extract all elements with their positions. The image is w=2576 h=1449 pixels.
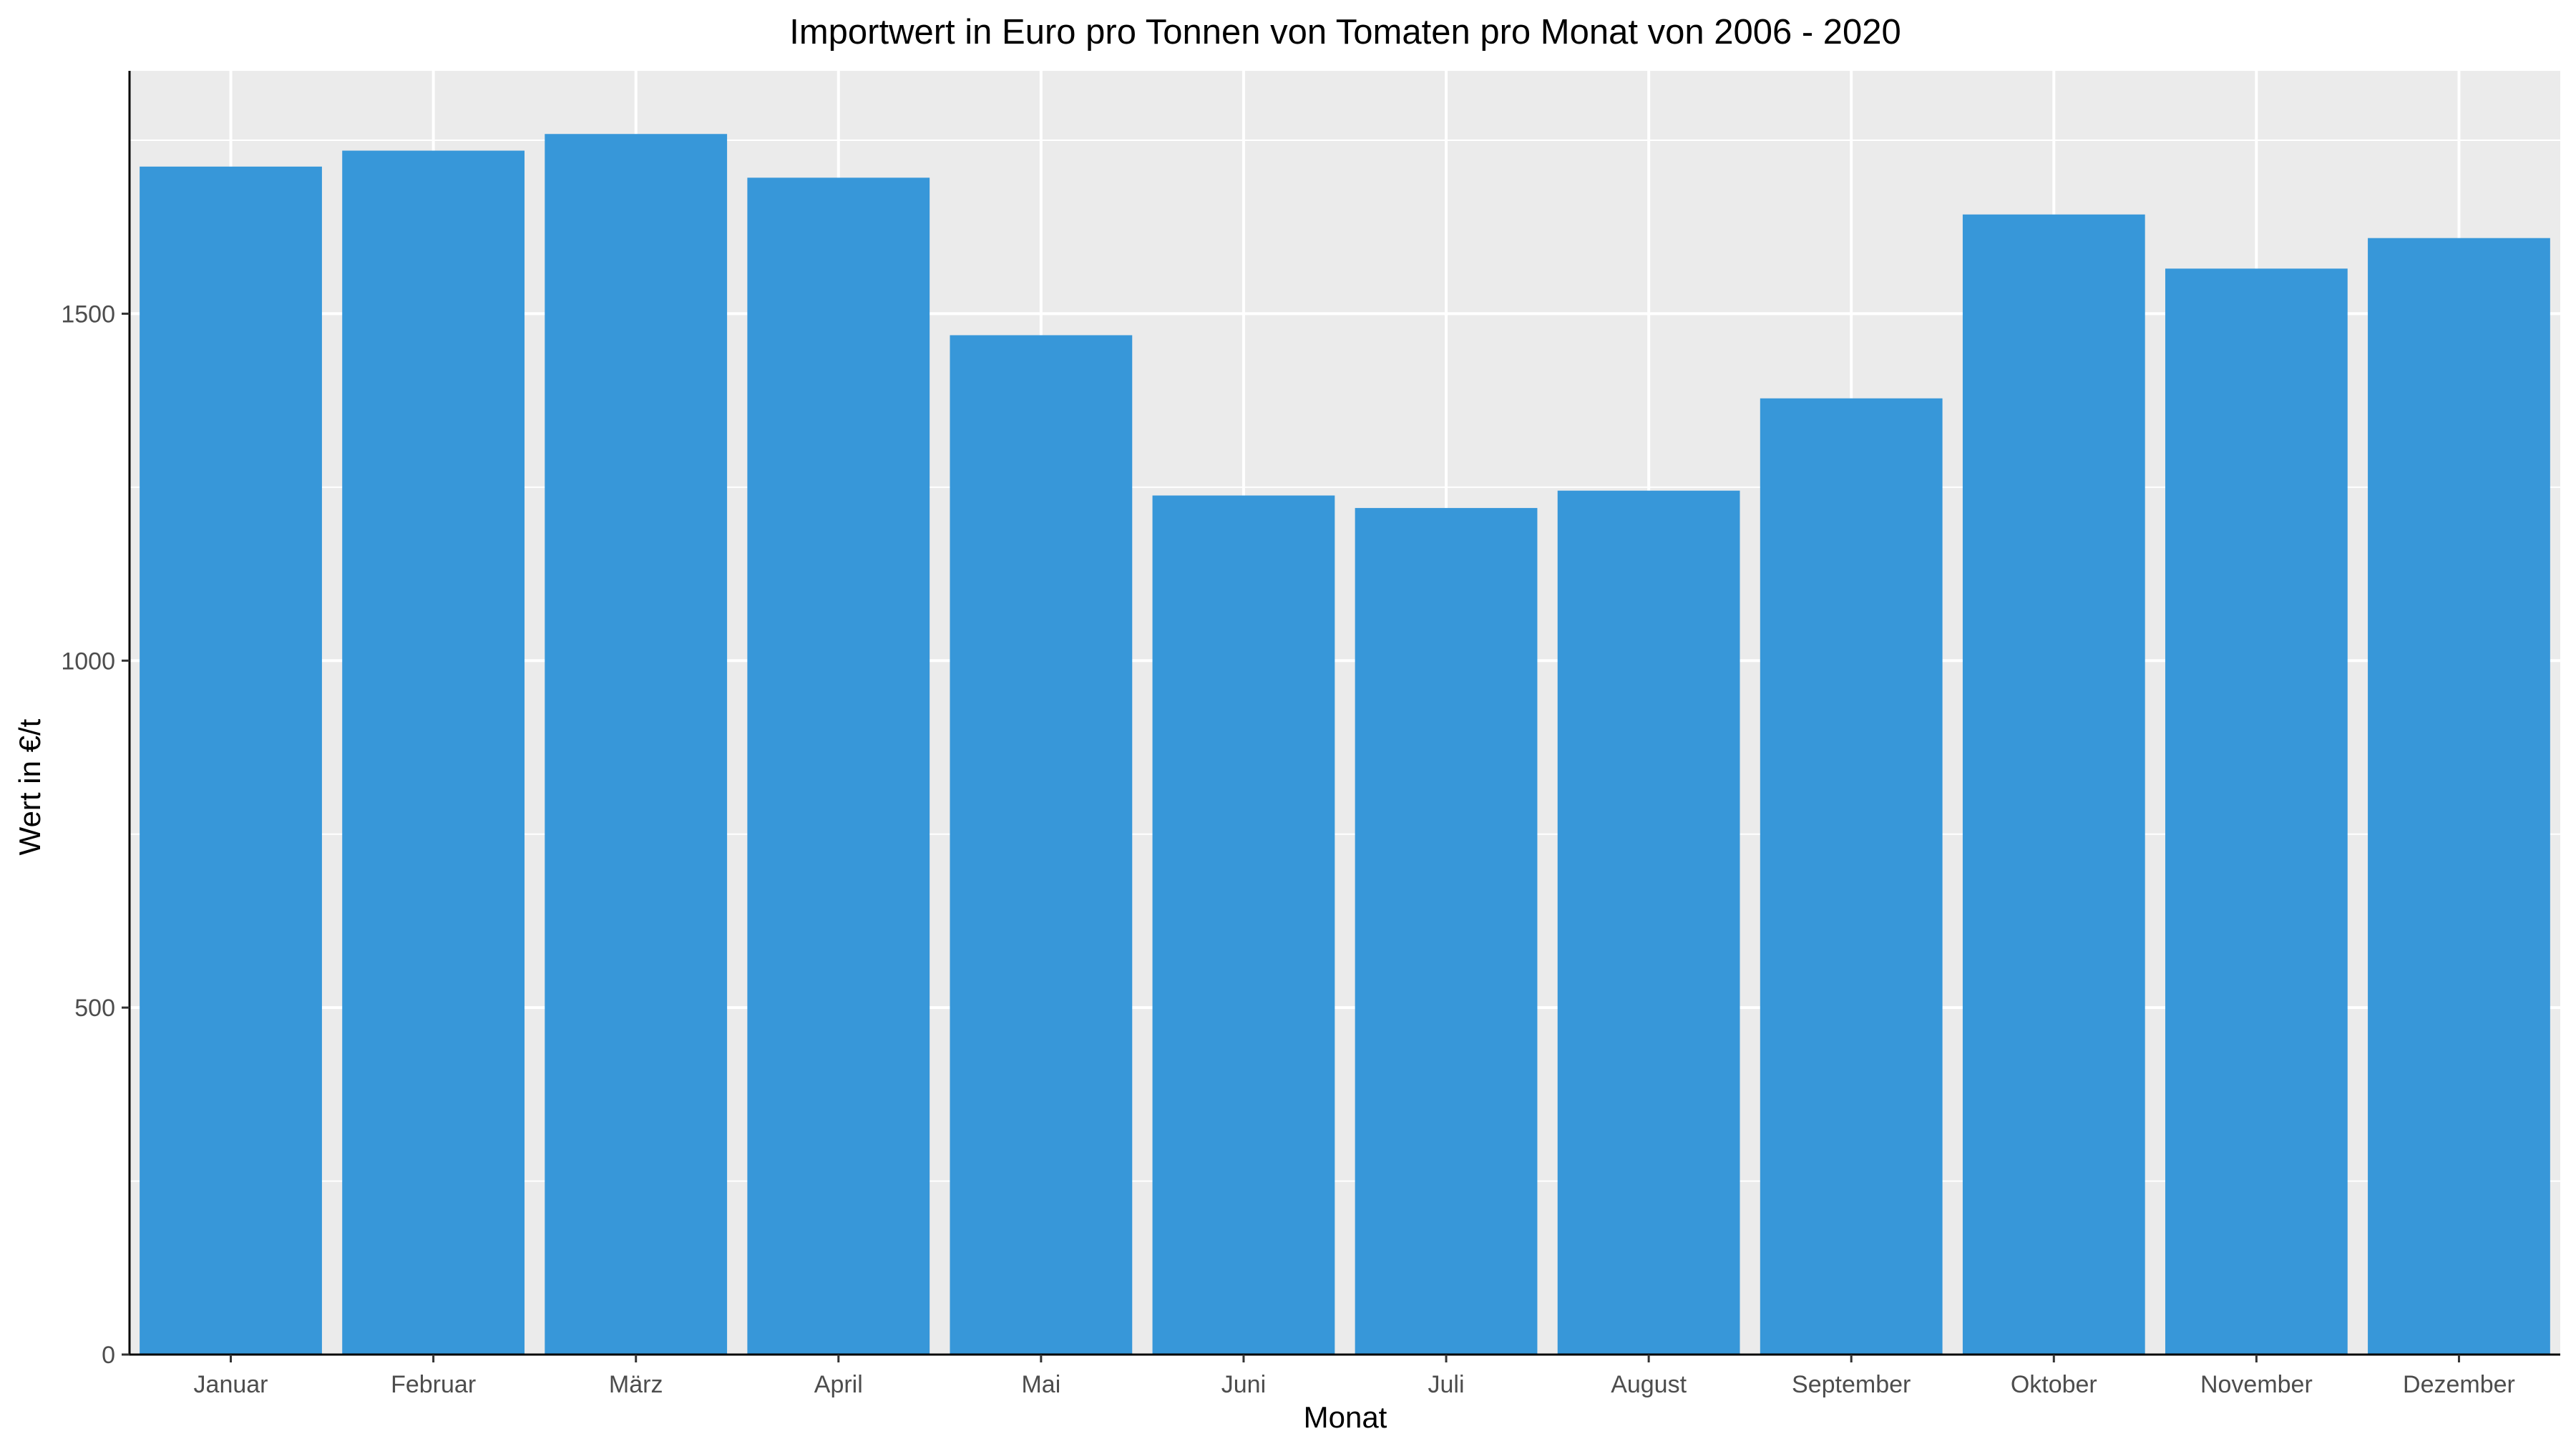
- y-tick-label: 1500: [61, 301, 115, 328]
- chart-title: Importwert in Euro pro Tonnen von Tomate…: [789, 13, 1901, 52]
- bar-oktober: [1962, 214, 2145, 1355]
- bar-dezember: [2368, 238, 2550, 1355]
- bar-juli: [1355, 507, 1538, 1355]
- bar-september: [1760, 398, 1943, 1355]
- bar-august: [1557, 490, 1740, 1355]
- bars: [140, 134, 2550, 1355]
- y-tick-labels: 0 500 1000 1500: [61, 301, 115, 1369]
- x-tick-label: Januar: [194, 1371, 268, 1398]
- bar-mai: [950, 335, 1133, 1355]
- x-tick-labels: Januar Februar März April Mai Juni Juli August S…: [194, 1371, 2515, 1398]
- y-tick-label: 1000: [61, 648, 115, 675]
- x-tick-label: Juni: [1221, 1371, 1266, 1398]
- x-tick-label: Juli: [1428, 1371, 1465, 1398]
- x-tick-label: Mai: [1021, 1371, 1060, 1398]
- bar-april: [747, 177, 930, 1355]
- x-axis-title: Monat: [1304, 1400, 1387, 1434]
- bar-märz: [545, 134, 728, 1355]
- bar-juni: [1152, 495, 1335, 1355]
- bar-februar: [342, 150, 525, 1355]
- x-tick-label: November: [2200, 1371, 2313, 1398]
- axes: [122, 71, 2560, 1362]
- x-tick-label: März: [609, 1371, 663, 1398]
- y-axis-title: Wert in €/t: [13, 718, 47, 855]
- x-tick-label: Februar: [391, 1371, 476, 1398]
- panel-background: [130, 71, 2560, 1355]
- y-tick-label: 500: [74, 995, 115, 1022]
- x-tick-label: September: [1792, 1371, 1911, 1398]
- x-tick-label: August: [1611, 1371, 1687, 1398]
- x-tick-label: Oktober: [2011, 1371, 2097, 1398]
- x-tick-label: April: [814, 1371, 863, 1398]
- plot-panel: [130, 71, 2560, 1355]
- y-tick-label: 0: [102, 1342, 115, 1369]
- bar-januar: [140, 166, 322, 1355]
- bar-november: [2165, 268, 2348, 1355]
- x-tick-label: Dezember: [2403, 1371, 2515, 1398]
